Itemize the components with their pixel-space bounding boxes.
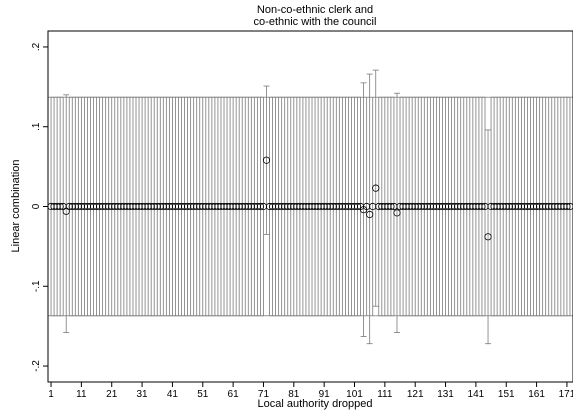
point-estimates (47, 156, 573, 241)
point-estimate (387, 202, 395, 211)
x-tick-label: 31 (137, 389, 149, 400)
point-estimate (372, 184, 380, 192)
point-estimate (484, 233, 492, 241)
y-tick-label: .2 (31, 42, 42, 51)
x-tick-label: 141 (468, 389, 485, 400)
point-estimate (478, 202, 486, 211)
x-tick-label: 121 (407, 389, 424, 400)
x-tick-label: 1 (48, 389, 54, 400)
x-tick-label: 111 (377, 389, 393, 400)
chart-title-line-1: Non-co-ethnic clerk and (257, 4, 373, 16)
x-tick-label: 71 (258, 389, 270, 400)
y-axis-label: Linear combination (10, 160, 22, 253)
point-estimate (366, 210, 374, 219)
x-tick-label: 11 (76, 389, 87, 400)
point-estimate (353, 202, 362, 211)
point-estimate (262, 156, 271, 164)
plot-frame (47, 30, 573, 383)
y-axis: -.2 -.1 0 .1 .2 (31, 42, 48, 372)
point-estimate (56, 202, 64, 211)
x-tick-label: 81 (288, 389, 300, 400)
x-tick-label: 21 (106, 389, 118, 400)
x-tick-label: 41 (167, 389, 179, 400)
x-tick-label: 61 (228, 389, 240, 400)
x-tick-label: 51 (197, 389, 209, 400)
x-tick-label: 91 (319, 389, 331, 400)
point-estimate (563, 202, 571, 211)
point-estimate (566, 202, 573, 211)
x-axis: 1 11 21 31 41 51 61 71 81 91 101 111 121 131 141 151 161… (48, 382, 573, 400)
y-tick-label: -.1 (31, 280, 42, 292)
point-estimate (393, 209, 401, 217)
y-tick-label: -.2 (31, 360, 42, 372)
x-tick-label: 131 (437, 389, 454, 400)
point-estimate (256, 202, 265, 211)
x-tick-label: 171 (559, 389, 573, 400)
x-tick-label: 101 (346, 389, 363, 400)
y-tick-label: .1 (31, 122, 42, 131)
chart-title-line-2: co-ethnic with the council (254, 16, 377, 28)
y-tick-label: 0 (31, 203, 42, 209)
x-axis-label: Local authority dropped (258, 398, 373, 410)
x-tick-label: 161 (528, 389, 545, 400)
x-tick-label: 151 (498, 389, 515, 400)
